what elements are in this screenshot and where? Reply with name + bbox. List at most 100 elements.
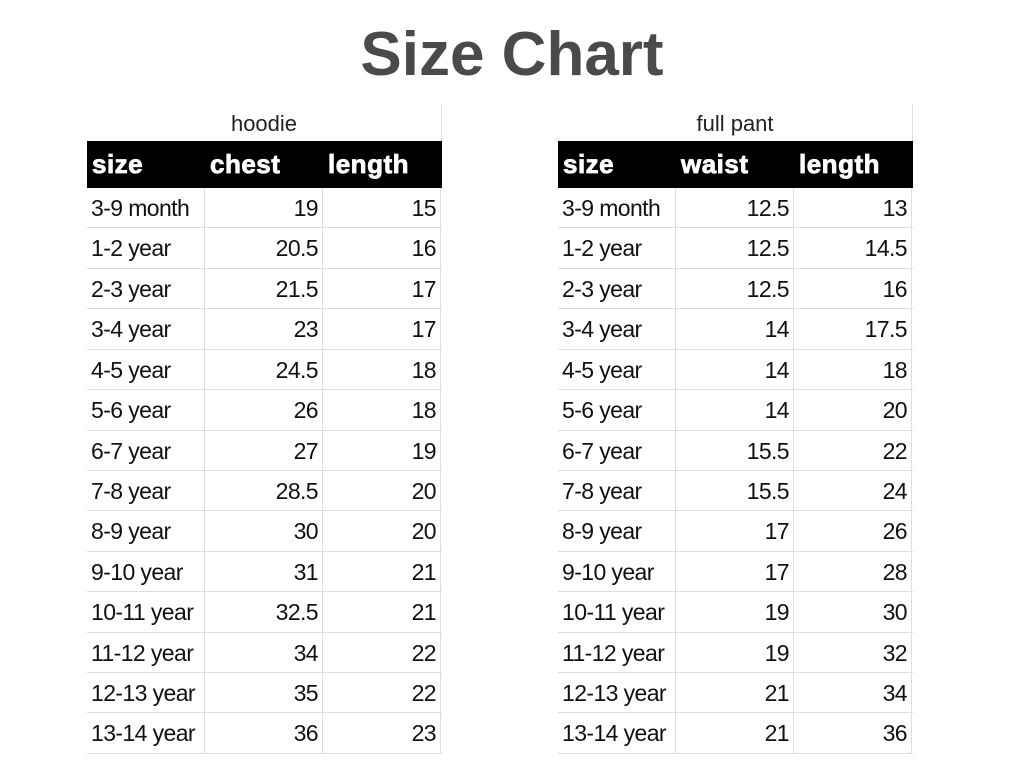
- size-cell: 10-11 year: [87, 592, 205, 632]
- measurement-cell: 18: [794, 349, 912, 390]
- size-cell: 5-6 year: [87, 390, 205, 430]
- table-caption: hoodie: [87, 104, 442, 141]
- size-cell: 11-12 year: [558, 632, 676, 673]
- size-cell: 1-2 year: [558, 228, 676, 268]
- measurement-cell: 34: [794, 673, 912, 713]
- table-row: 11-12 year 19 32: [558, 632, 913, 674]
- measurement-cell: 21: [676, 713, 794, 753]
- table-body: 3-9 month 19 15 1-2 year 20.5 16 2-3 year 21.5 1…: [87, 188, 442, 754]
- measurement-cell: 36: [205, 713, 323, 753]
- size-cell: 7-8 year: [87, 470, 205, 511]
- measurement-cell: 15: [323, 188, 441, 228]
- measurement-cell: 19: [205, 188, 323, 228]
- table-row: 2-3 year 21.5 17: [87, 268, 442, 310]
- table-row: 3-9 month 19 15: [87, 188, 442, 229]
- measurement-cell: 24: [794, 470, 912, 511]
- size-cell: 10-11 year: [558, 592, 676, 632]
- table-row: 5-6 year 14 20: [558, 390, 913, 431]
- measurement-cell: 12.5: [676, 228, 794, 268]
- measurement-cell: 17: [323, 309, 441, 349]
- measurement-cell: 15.5: [676, 430, 794, 470]
- table-row: 5-6 year 26 18: [87, 390, 442, 431]
- measurement-cell: 20.5: [205, 228, 323, 268]
- table-body: 3-9 month 12.5 13 1-2 year 12.5 14.5 2-3 year 1…: [558, 188, 913, 754]
- measurement-cell: 23: [205, 309, 323, 349]
- table-row: 3-4 year 23 17: [87, 309, 442, 350]
- measurement-cell: 14: [676, 349, 794, 390]
- measurement-cell: 14.5: [794, 228, 912, 268]
- measurement-cell: 30: [205, 511, 323, 551]
- table-row: 6-7 year 27 19: [87, 430, 442, 471]
- table-caption: full pant: [558, 104, 913, 141]
- size-cell: 8-9 year: [558, 511, 676, 551]
- measurement-cell: 17.5: [794, 309, 912, 349]
- measurement-cell: 22: [323, 632, 441, 673]
- full-pant-table: full pant size waist length 3-9 month 12.…: [558, 104, 913, 754]
- measurement-cell: 23: [323, 713, 441, 753]
- page-title: Size Chart: [360, 20, 664, 89]
- measurement-cell: 36: [794, 713, 912, 753]
- table-row: 8-9 year 30 20: [87, 511, 442, 552]
- table-row: 1-2 year 20.5 16: [87, 228, 442, 269]
- measurement-cell: 20: [323, 511, 441, 551]
- size-cell: 2-3 year: [87, 268, 205, 309]
- size-cell: 12-13 year: [87, 673, 205, 713]
- measurement-cell: 26: [794, 511, 912, 551]
- size-cell: 13-14 year: [558, 713, 676, 753]
- table-row: 3-4 year 14 17.5: [558, 309, 913, 350]
- header-row: size waist length: [558, 141, 913, 188]
- measurement-cell: 19: [676, 632, 794, 673]
- measurement-cell: 19: [323, 430, 441, 470]
- measurement-cell: 14: [676, 309, 794, 349]
- table-row: 4-5 year 24.5 18: [87, 349, 442, 391]
- measurement-cell: 34: [205, 632, 323, 673]
- measurement-cell: 24.5: [205, 349, 323, 390]
- measurement-cell: 32: [794, 632, 912, 673]
- header-waist: waist: [681, 149, 749, 180]
- measurement-cell: 22: [794, 430, 912, 470]
- measurement-cell: 32.5: [205, 592, 323, 632]
- size-cell: 2-3 year: [558, 268, 676, 309]
- table-row: 9-10 year 31 21: [87, 551, 442, 593]
- header-length: length: [799, 149, 880, 180]
- measurement-cell: 26: [205, 390, 323, 430]
- table-row: 9-10 year 17 28: [558, 551, 913, 593]
- measurement-cell: 15.5: [676, 470, 794, 511]
- table-row: 3-9 month 12.5 13: [558, 188, 913, 229]
- size-cell: 6-7 year: [558, 430, 676, 470]
- size-cell: 3-9 month: [558, 188, 676, 228]
- table-row: 10-11 year 32.5 21: [87, 592, 442, 633]
- table-row: 1-2 year 12.5 14.5: [558, 228, 913, 269]
- size-cell: 4-5 year: [558, 349, 676, 390]
- size-cell: 12-13 year: [558, 673, 676, 713]
- size-cell: 3-9 month: [87, 188, 205, 228]
- measurement-cell: 13: [794, 188, 912, 228]
- measurement-cell: 18: [323, 349, 441, 390]
- measurement-cell: 18: [323, 390, 441, 430]
- size-cell: 3-4 year: [558, 309, 676, 349]
- size-cell: 6-7 year: [87, 430, 205, 470]
- table-row: 11-12 year 34 22: [87, 632, 442, 674]
- measurement-cell: 16: [323, 228, 441, 268]
- table-row: 7-8 year 15.5 24: [558, 470, 913, 512]
- size-cell: 9-10 year: [558, 551, 676, 592]
- table-row: 10-11 year 19 30: [558, 592, 913, 633]
- size-cell: 5-6 year: [558, 390, 676, 430]
- table-row: 13-14 year 36 23: [87, 713, 442, 754]
- size-cell: 8-9 year: [87, 511, 205, 551]
- header-size: size: [92, 149, 144, 180]
- measurement-cell: 12.5: [676, 268, 794, 309]
- measurement-cell: 12.5: [676, 188, 794, 228]
- size-cell: 4-5 year: [87, 349, 205, 390]
- size-cell: 1-2 year: [87, 228, 205, 268]
- size-cell: 11-12 year: [87, 632, 205, 673]
- measurement-cell: 21: [323, 551, 441, 592]
- measurement-cell: 28.5: [205, 470, 323, 511]
- measurement-cell: 17: [676, 551, 794, 592]
- measurement-cell: 20: [323, 470, 441, 511]
- table-row: 7-8 year 28.5 20: [87, 470, 442, 512]
- measurement-cell: 21: [676, 673, 794, 713]
- measurement-cell: 16: [794, 268, 912, 309]
- measurement-cell: 17: [323, 268, 441, 309]
- size-cell: 3-4 year: [87, 309, 205, 349]
